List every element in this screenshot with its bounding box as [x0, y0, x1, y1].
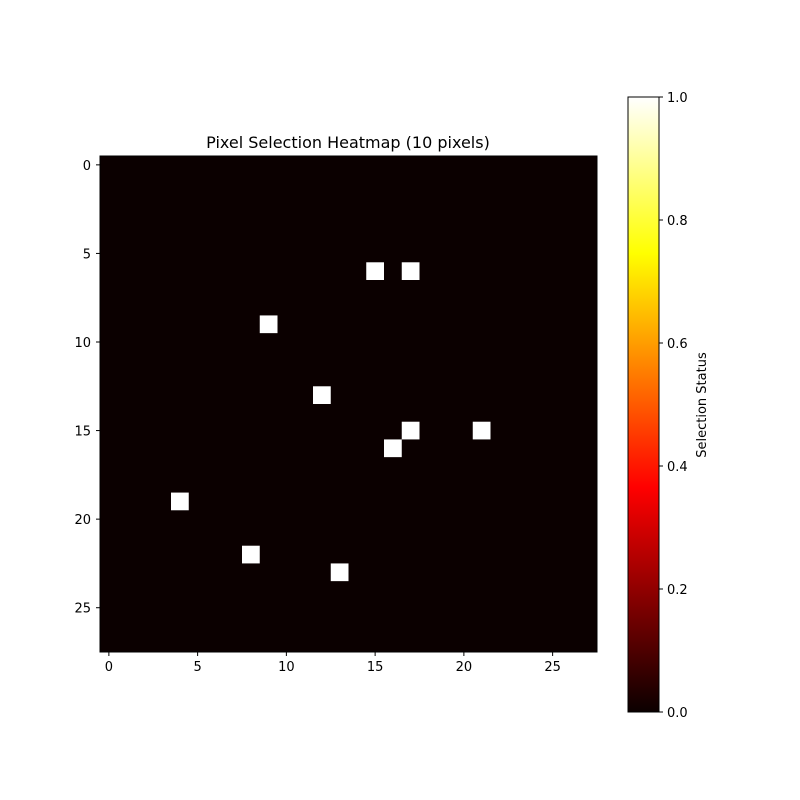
heatmap-plot	[99, 155, 598, 653]
colorbar-frame	[627, 96, 660, 713]
chart-title: Pixel Selection Heatmap (10 pixels)	[206, 133, 490, 152]
y-axis: 0 5 10 15 20 25	[74, 159, 100, 617]
colorbar-tick-label: 1.0	[667, 91, 688, 106]
selected-pixel	[366, 262, 384, 280]
x-tick-label: 5	[193, 660, 201, 675]
y-tick-label: 20	[74, 513, 91, 528]
colorbar-tick-label: 0.0	[667, 706, 688, 721]
selected-pixel	[242, 545, 260, 564]
x-tick-label: 20	[456, 660, 473, 675]
colorbar: 0.0 0.2 0.4 0.6 0.8 1.0 Selection Status	[627, 91, 710, 721]
selected-pixel	[401, 262, 420, 280]
x-tick-label: 0	[105, 660, 113, 675]
plot-frame	[99, 155, 598, 653]
selected-pixel	[313, 386, 331, 404]
y-tick-label: 10	[74, 336, 91, 351]
colorbar-tick-label: 0.6	[667, 337, 688, 352]
x-tick-label: 15	[367, 660, 384, 675]
x-tick-label: 10	[278, 660, 295, 675]
selected-pixels	[171, 262, 491, 582]
colorbar-tick-label: 0.4	[667, 460, 688, 475]
selected-pixel	[330, 563, 349, 582]
y-tick-label: 0	[83, 159, 91, 174]
selected-pixel	[472, 421, 491, 440]
colorbar-label: Selection Status	[695, 352, 710, 458]
y-tick-label: 5	[83, 247, 91, 262]
x-axis: 0 5 10 15 20 25	[105, 652, 561, 675]
colorbar-tick-label: 0.8	[667, 214, 688, 229]
selected-pixel	[401, 421, 420, 440]
selected-pixel	[384, 439, 402, 458]
colorbar-tick-label: 0.2	[667, 583, 688, 598]
x-tick-label: 25	[544, 660, 561, 675]
selected-pixel	[259, 315, 278, 334]
y-tick-label: 25	[74, 602, 91, 617]
selected-pixel	[171, 492, 189, 511]
colorbar-gradient	[628, 97, 659, 712]
y-tick-label: 15	[74, 425, 91, 440]
colorbar-ticks: 0.0 0.2 0.4 0.6 0.8 1.0	[659, 91, 688, 721]
